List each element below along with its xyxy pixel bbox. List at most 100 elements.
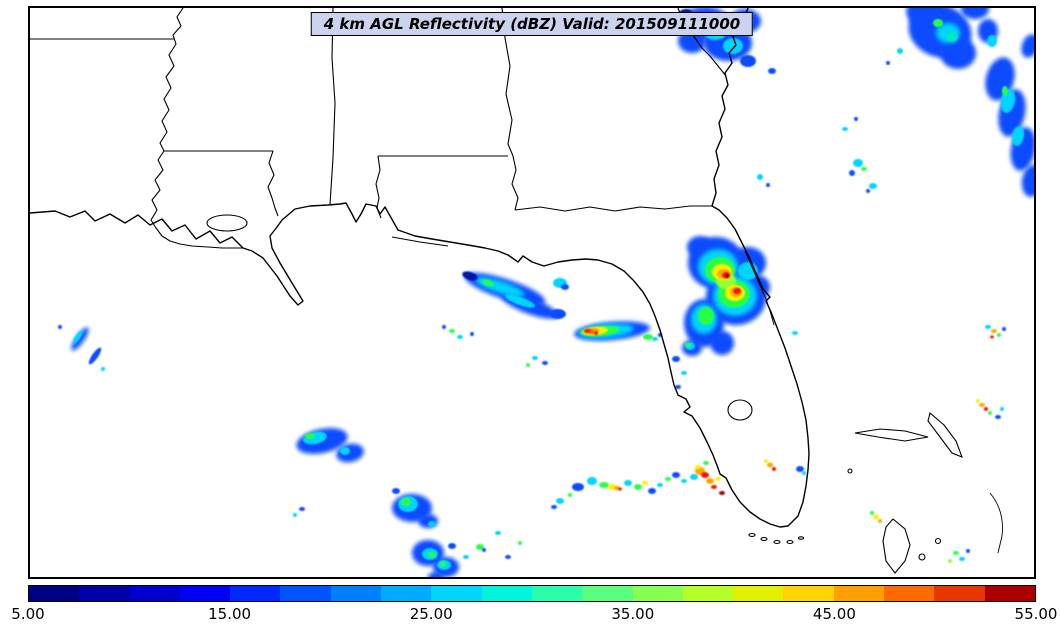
radar-echo: [642, 481, 648, 485]
radar-echo: [757, 174, 763, 180]
radar-echo: [440, 561, 446, 567]
radar-echo: [988, 411, 992, 415]
radar-echo: [740, 55, 756, 67]
radar-echo: [470, 332, 474, 336]
radar-echo: [448, 543, 456, 549]
colorbar-tick-label: 55.00: [1014, 605, 1058, 623]
radar-echo: [428, 572, 444, 577]
radar-echo: [953, 551, 959, 555]
lake-pontchartrain: [206, 214, 248, 232]
alabama-florida-border: [375, 155, 508, 219]
radar-echo: [526, 363, 530, 367]
colorbar-segment: [280, 586, 331, 601]
colorbar-segment: [431, 586, 482, 601]
radar-echo: [792, 331, 798, 335]
colorbar-segment: [481, 586, 532, 601]
radar-echo: [561, 284, 569, 290]
radar-echo: [861, 167, 867, 171]
radar-echo: [482, 279, 494, 287]
radar-echo: [698, 307, 714, 325]
colorbar-segment: [733, 586, 784, 601]
alabama-georgia-border: [501, 8, 519, 211]
radar-echo: [985, 325, 991, 329]
radar-echo: [933, 19, 943, 27]
map-frame: 4 km AGL Reflectivity (dBZ) Valid: 20150…: [28, 6, 1036, 579]
colorbar-segment: [330, 586, 382, 601]
radar-echo: [1002, 327, 1006, 331]
radar-echo: [428, 552, 436, 558]
colorbar-tick-label: 25.00: [409, 605, 453, 623]
radar-echo: [401, 498, 411, 506]
radar-echo: [462, 271, 478, 281]
radar-echo: [657, 483, 663, 487]
colorbar-segment: [179, 586, 231, 601]
colorbar-segment: [984, 586, 1035, 601]
radar-echo: [976, 399, 980, 403]
colorbar-segment: [129, 586, 180, 601]
radar-echo: [428, 521, 436, 527]
radar-echo: [961, 8, 989, 19]
radar-echo: [681, 371, 687, 375]
radar-echo: [710, 331, 734, 355]
radar-echo: [624, 480, 632, 486]
radar-echo: [299, 507, 305, 511]
radar-echo: [946, 32, 958, 42]
radar-echo: [457, 335, 463, 339]
radar-echo: [715, 477, 721, 481]
radar-echo: [940, 37, 976, 69]
radar-echo: [71, 327, 89, 351]
radar-echo: [293, 513, 297, 517]
radar-echo: [643, 334, 653, 340]
radar-echo: [587, 477, 597, 485]
basemap-layer: [30, 8, 1003, 574]
radar-echo: [886, 61, 890, 65]
radar-echo: [897, 48, 903, 54]
radar-echo: [634, 484, 642, 490]
radar-echo: [672, 472, 680, 478]
radar-echo: [518, 541, 522, 545]
radar-echo: [1000, 407, 1004, 411]
radar-echo: [101, 367, 105, 371]
louisiana-mississippi-border: [164, 150, 279, 217]
radar-echo: [648, 488, 656, 494]
radar-echo: [849, 170, 855, 176]
radar-echo-layer: [58, 8, 1034, 577]
mississippi-alabama-border: [329, 8, 336, 205]
radar-echo: [990, 335, 994, 339]
radar-echo: [681, 479, 687, 483]
colorbar-ticks: 5.00 15.00 25.00 35.00 45.00 55.00: [11, 605, 1057, 627]
andros-island: [882, 518, 911, 574]
florida-keys: [748, 532, 805, 545]
colorbar: [28, 585, 1036, 602]
radar-echo: [495, 531, 501, 535]
radar-echo: [550, 309, 566, 319]
colorbar-segment: [381, 586, 432, 601]
lake-okeechobee: [727, 399, 753, 421]
radar-echo: [305, 433, 315, 439]
radar-echo: [997, 333, 1001, 337]
colorbar-segment: [79, 586, 130, 601]
radar-echo: [542, 361, 548, 365]
eleuthera-island: [989, 492, 1003, 554]
radar-echo: [608, 484, 616, 490]
radar-echo: [869, 183, 877, 189]
colorbar-segment: [833, 586, 885, 601]
radar-echo: [995, 415, 1001, 419]
radar-echo: [719, 491, 725, 495]
radar-echo: [572, 483, 584, 491]
radar-echo: [675, 385, 681, 389]
radar-echo: [772, 467, 776, 471]
radar-echo: [1002, 86, 1008, 96]
small-island: [934, 537, 942, 545]
radar-echo: [556, 498, 564, 504]
radar-echo: [392, 488, 400, 494]
radar-echo: [766, 183, 770, 187]
radar-echo: [870, 511, 874, 515]
map-canvas: [30, 8, 1034, 577]
radar-echo: [463, 555, 469, 559]
colorbar-tick-label: 45.00: [812, 605, 856, 623]
radar-echo: [711, 485, 717, 489]
panhandle-barrier-island: [391, 236, 449, 247]
radar-echo: [873, 514, 879, 520]
